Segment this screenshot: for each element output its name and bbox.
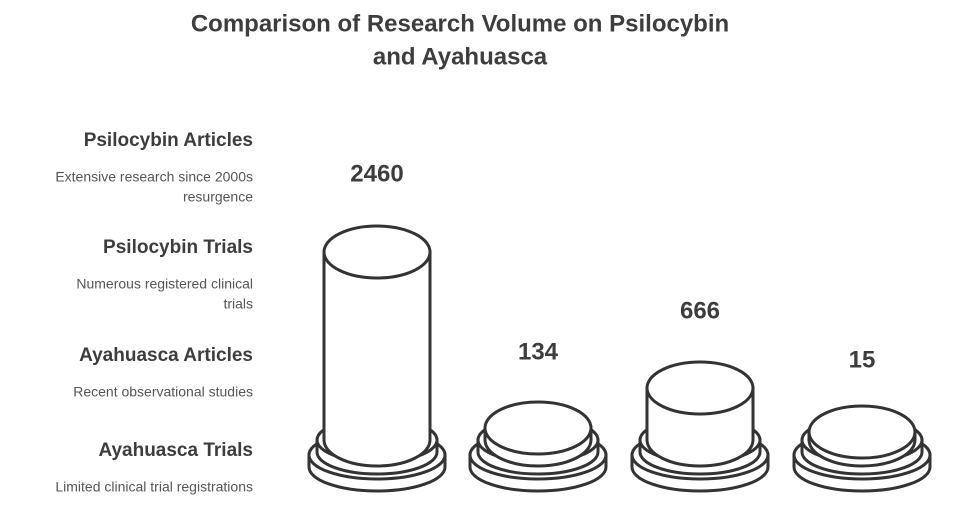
item-label: Ayahuasca Articles — [79, 345, 253, 366]
cylinder-top — [807, 404, 917, 460]
title: and Ayahuasca — [373, 43, 548, 70]
item-value: 15 — [849, 346, 876, 373]
cylinder-side — [322, 250, 432, 468]
cylinder-top — [645, 360, 755, 416]
item-label: Ayahuasca Trials — [98, 440, 253, 461]
item-value: 666 — [680, 297, 720, 324]
item-description: Recent observational studies — [73, 384, 253, 400]
item-description: trials — [223, 296, 253, 312]
title: Comparison of Research Volume on Psilocy… — [191, 10, 729, 37]
item-value: 2460 — [350, 160, 403, 187]
cylinder-top — [322, 224, 432, 280]
cylinder-top — [483, 400, 593, 456]
item-label: Psilocybin Trials — [103, 237, 253, 258]
item-description: Limited clinical trial registrations — [55, 479, 253, 495]
item-description: Extensive research since 2000s — [55, 169, 253, 185]
item-value: 134 — [518, 338, 559, 365]
item-description: resurgence — [183, 189, 253, 205]
item-description: Numerous registered clinical — [76, 276, 253, 292]
item-label: Psilocybin Articles — [84, 130, 253, 151]
